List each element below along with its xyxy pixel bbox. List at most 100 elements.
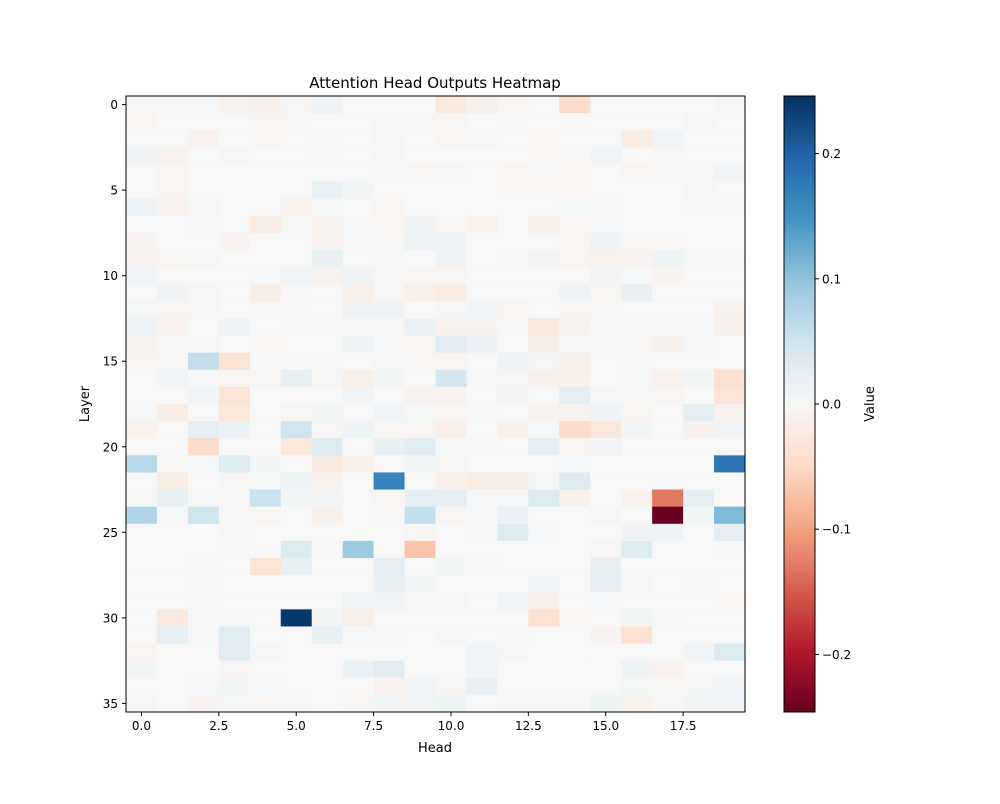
heatmap-cell [683, 540, 715, 559]
heatmap-cell [559, 301, 591, 319]
heatmap-cell [559, 540, 591, 559]
heatmap-cell [683, 609, 715, 627]
heatmap-cell [280, 267, 313, 285]
heatmap-cell [218, 215, 251, 234]
heatmap-cell [156, 232, 189, 251]
heatmap-cell [497, 609, 529, 627]
heatmap-cell [126, 609, 158, 627]
heatmap-cell [280, 472, 313, 491]
heatmap-cell [559, 472, 591, 491]
colorbar-ticks: 0.2 0.1 0.0 −0.1 −0.2 [815, 147, 851, 662]
heatmap-cell [652, 523, 684, 542]
heatmap-cell [590, 455, 622, 473]
heatmap-cell [559, 352, 591, 371]
heatmap-cell [373, 592, 406, 610]
heatmap-cell [590, 558, 622, 576]
heatmap-cell [156, 438, 189, 456]
heatmap-cell [435, 540, 467, 559]
heatmap-cell [652, 421, 684, 439]
heatmap-cell [280, 609, 313, 627]
heatmap-cell [559, 489, 591, 508]
heatmap-cell [218, 250, 251, 268]
heatmap-cell [218, 198, 251, 217]
heatmap-cell [621, 626, 653, 645]
heatmap-cell [311, 386, 344, 405]
heatmap-cell [466, 626, 498, 645]
heatmap-cell [311, 609, 344, 627]
heatmap-cell [373, 215, 406, 234]
heatmap-cell [156, 96, 189, 114]
heatmap-cell [218, 506, 251, 525]
heatmap-cell [497, 438, 529, 456]
heatmap-cell [621, 147, 653, 165]
heatmap-cell [156, 198, 189, 217]
heatmap-cell [249, 643, 282, 662]
heatmap-cell [652, 489, 684, 508]
heatmap-cell [652, 643, 684, 662]
heatmap-cell [218, 694, 251, 713]
heatmap-cell [435, 489, 467, 508]
heatmap-cell [497, 181, 529, 200]
heatmap-cell [621, 96, 653, 114]
heatmap-cell [435, 592, 467, 610]
heatmap-cell [435, 215, 467, 234]
heatmap-cell [590, 540, 622, 559]
heatmap-cell [497, 198, 529, 217]
heatmap-cell [280, 284, 313, 302]
heatmap-cell [156, 609, 189, 627]
heatmap-cell [187, 215, 220, 234]
heatmap-cell [249, 198, 282, 217]
x-tick-label: 5.0 [287, 719, 306, 733]
heatmap-cell [156, 472, 189, 491]
heatmap-cell [249, 301, 282, 319]
heatmap-cell [590, 181, 622, 200]
heatmap-cell [683, 113, 715, 131]
heatmap-cell [218, 284, 251, 302]
heatmap-cell [311, 147, 344, 165]
heatmap-cell [373, 643, 406, 662]
heatmap-cell [311, 250, 344, 268]
heatmap-cell [187, 386, 220, 405]
heatmap-cell [373, 558, 406, 576]
heatmap-cell [435, 677, 467, 696]
heatmap-cell [156, 677, 189, 696]
heatmap-cell [311, 130, 344, 148]
heatmap-cell [497, 506, 529, 525]
heatmap-cell [187, 540, 220, 559]
heatmap-cell [652, 694, 684, 713]
heatmap-cell [187, 643, 220, 662]
heatmap-cell [311, 352, 344, 371]
x-tick-label: 15.0 [592, 719, 619, 733]
heatmap-cell [714, 643, 746, 662]
heatmap-cell [435, 335, 467, 354]
heatmap-cell [590, 335, 622, 354]
heatmap-cell [466, 421, 498, 439]
x-tick-label: 17.5 [670, 719, 697, 733]
heatmap-cell [187, 318, 220, 337]
heatmap-cell [249, 592, 282, 610]
heatmap-cell [126, 643, 158, 662]
heatmap-cell [280, 455, 313, 473]
heatmap-cell [280, 404, 313, 422]
heatmap-cell [559, 198, 591, 217]
heatmap-cell [652, 677, 684, 696]
heatmap-cell [652, 284, 684, 302]
heatmap-cell [714, 609, 746, 627]
heatmap-cell [497, 677, 529, 696]
heatmap-cell [404, 506, 436, 525]
heatmap-cell [126, 232, 158, 251]
heatmap-cell [404, 267, 436, 285]
heatmap-cell [404, 626, 436, 645]
heatmap-cell [373, 96, 406, 114]
heatmap-cell [156, 369, 189, 388]
heatmap-cell [280, 438, 313, 456]
heatmap-cell [280, 489, 313, 508]
heatmap-cell [652, 438, 684, 456]
heatmap-cell [652, 472, 684, 491]
heatmap-cell [466, 677, 498, 696]
heatmap-cell [652, 626, 684, 645]
heatmap-cell [404, 438, 436, 456]
heatmap-cell [311, 96, 344, 114]
y-axis-ticks: 0 5 10 15 20 25 30 35 [103, 98, 126, 711]
heatmap-cell [126, 626, 158, 645]
